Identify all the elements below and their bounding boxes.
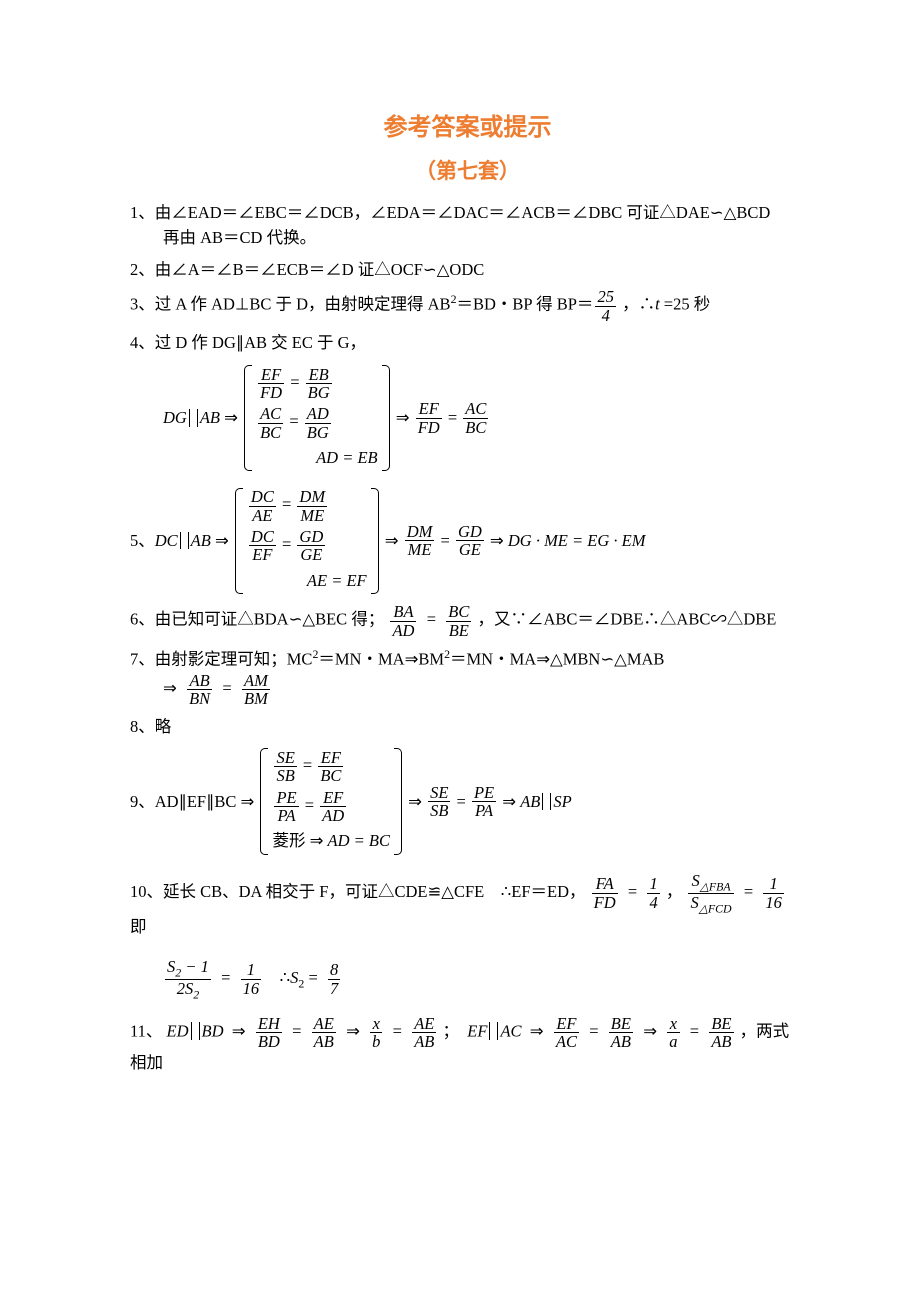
item-text: 过 D 作 DG∥AB 交 EC 于 G，: [155, 333, 366, 352]
item-text: ＝MN・MA: [450, 649, 536, 668]
item-label: 7、: [130, 649, 155, 668]
var: AB: [191, 528, 211, 554]
parallel-icon: [542, 793, 551, 810]
parallel-icon: [191, 1022, 200, 1039]
brace-group: DCAE = DMME DCEF = GDGE AE = EF: [233, 484, 381, 597]
item-label: 5、: [130, 528, 155, 554]
answer-item-2: 2、由∠A＝∠B＝∠ECB＝∠D 证△OCF∽△ODC: [130, 257, 805, 283]
var: AC: [500, 1021, 521, 1040]
item-text: 即: [130, 917, 147, 936]
item-text: DG · ME = EG · EM: [508, 528, 646, 554]
answer-item-10: 10、延长 CB、DA 相交于 F，可证△CDE≌△CFE ∴EF＝ED， FA…: [130, 872, 805, 940]
item-label: 9、: [130, 789, 155, 815]
answer-item-8: 8、略: [130, 714, 805, 740]
answer-item-6: 6、由已知可证△BDA∽△BEC 得； BAAD = BCBE ，又∵∠ABC＝…: [130, 603, 805, 639]
var: DG: [163, 405, 187, 431]
item-label: 8、: [130, 717, 155, 736]
item-text: 由∠A＝∠B＝∠ECB＝∠D 证△OCF∽△ODC: [155, 260, 485, 279]
item-label: 3、: [130, 295, 155, 314]
item-text: 延长 CB、DA 相交于 F，可证△CDE≌△CFE ∴EF＝ED，: [163, 882, 586, 901]
var: ED: [167, 1021, 189, 1040]
var: AB: [520, 789, 540, 815]
answer-item-4: 4、过 D 作 DG∥AB 交 EC 于 G，: [130, 330, 805, 356]
arrow-icon: ⇒: [381, 528, 403, 554]
answer-item-3: 3、过 A 作 AD⊥BC 于 D，由射映定理得 AB2＝BD・BP 得 BP＝…: [130, 288, 805, 324]
item-text: 由已知可证△BDA∽△BEC 得；: [155, 610, 385, 629]
item-text: ＝BD・BP 得 BP＝: [457, 295, 594, 314]
item-text: AD∥EF∥BC: [155, 789, 237, 815]
parallel-icon: [489, 1022, 498, 1039]
answer-item-1: 1、由∠EAD＝∠EBC＝∠DCB，∠EDA＝∠DAC＝∠ACB＝∠DBC 可证…: [130, 200, 805, 251]
item-text-cont: 再由 AB＝CD 代换。: [130, 225, 805, 251]
item-text: 由∠EAD＝∠EBC＝∠DCB，∠EDA＝∠DAC＝∠ACB＝∠DBC 可证△D…: [155, 203, 771, 222]
item-text: 过 A 作 AD⊥BC 于 D，由射映定理得 AB: [155, 295, 451, 314]
answer-item-7: 7、由射影定理可知；MC2＝MN・MA⇒BM2＝MN・MA⇒△MBN∽△MAB …: [130, 645, 805, 708]
page-subtitle: （第七套）: [130, 155, 805, 188]
var: DC: [155, 528, 178, 554]
arrow-icon: ⇒: [498, 789, 520, 815]
answer-item-9: 9、 AD∥EF∥BC ⇒ SESB = EFBC PEPA = EFAD 菱形…: [130, 745, 805, 858]
answer-item-11: 11、 EDBD ⇒ EHBD = AEAB ⇒ xb = AEAB ； EFA…: [130, 1015, 805, 1076]
arrow-icon: ⇒: [404, 789, 426, 815]
item-label: 1、: [130, 203, 155, 222]
var: EF: [467, 1021, 487, 1040]
item-text: △MBN∽△MAB: [550, 649, 664, 668]
item-label: 11、: [130, 1021, 162, 1040]
brace-group: SESB = EFBC PEPA = EFAD 菱形 ⇒ AD = BC: [258, 745, 404, 858]
page: 参考答案或提示 （第七套） 1、由∠EAD＝∠EBC＝∠DCB，∠EDA＝∠DA…: [0, 0, 920, 1302]
arrow-icon: ⇒: [236, 789, 258, 815]
item-label: 10、: [130, 882, 163, 901]
fraction: 254: [595, 288, 616, 324]
answer-item-5: 5、 DC AB ⇒ DCAE = DMME DCEF = GDGE AE = …: [130, 484, 805, 597]
item-text: ，∴: [618, 295, 655, 314]
item-label: 4、: [130, 333, 155, 352]
item-text: 由射影定理可知；MC: [155, 649, 313, 668]
item-text: ，又∵∠ABC＝∠DBE∴△ABC∽△DBE: [477, 610, 776, 629]
item-label: 2、: [130, 260, 155, 279]
arrow-icon: ⇒: [220, 405, 242, 431]
arrow-icon: ⇒: [392, 405, 414, 431]
item-label: 6、: [130, 610, 155, 629]
parallel-icon: [180, 532, 189, 549]
item-text: =25 秒: [660, 295, 711, 314]
math-block-10b: S2 − 1 2S2 = 116 ∴S2 = 87: [130, 958, 805, 1001]
var: SP: [553, 789, 571, 815]
parallel-icon: [189, 409, 198, 426]
arrow-icon: ⇒: [211, 528, 233, 554]
var: AB: [200, 405, 220, 431]
var: BD: [202, 1021, 224, 1040]
item-text: 略: [155, 717, 172, 736]
brace-group: EFFD = EBBG ACBC = ADBG AD = EB: [242, 362, 392, 475]
arrow-icon: ⇒: [486, 528, 508, 554]
page-title: 参考答案或提示: [130, 110, 805, 147]
item-text: BM: [418, 649, 444, 668]
math-block-4: DG AB ⇒ EFFD = EBBG ACBC = ADBG AD = EB …: [130, 362, 805, 475]
item-text: ＝MN・MA: [318, 649, 404, 668]
